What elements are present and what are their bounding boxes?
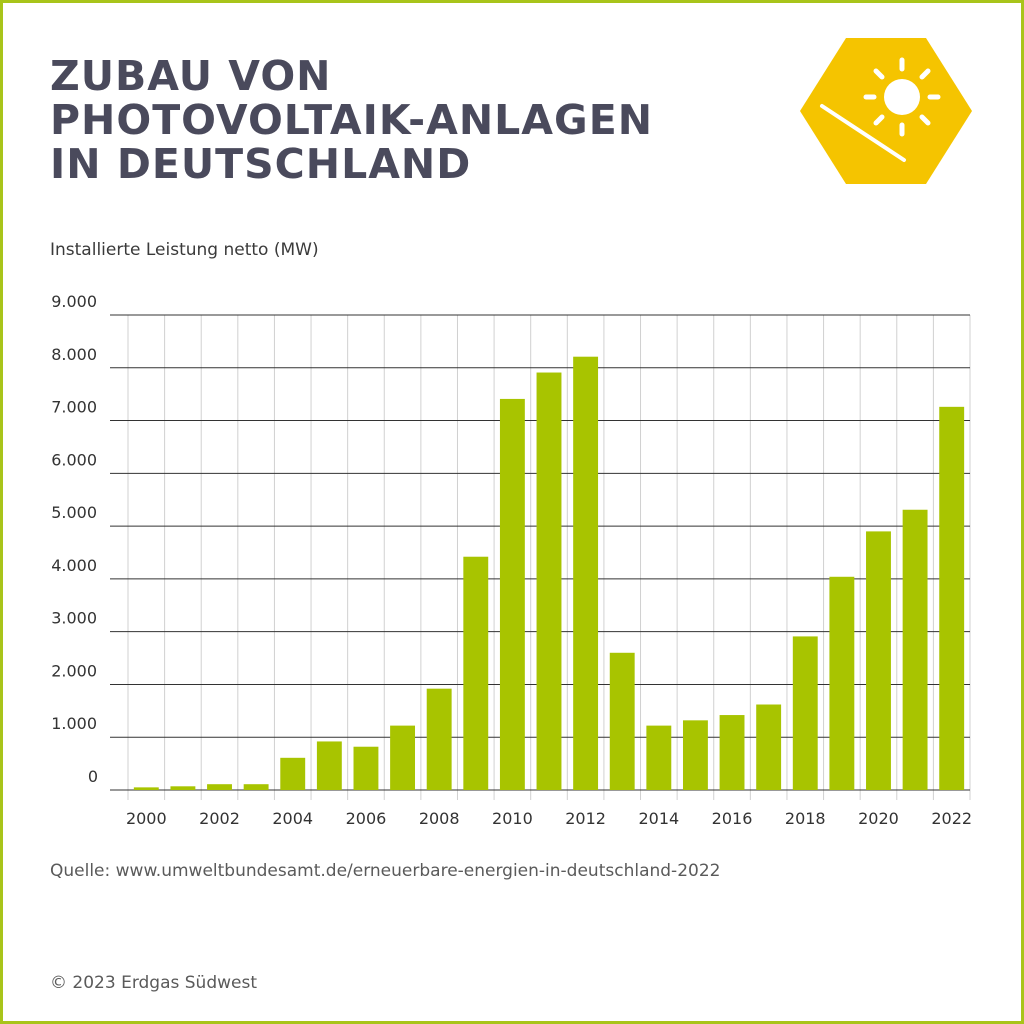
- bar: [609, 652, 635, 790]
- y-tick-label: 8.000: [51, 345, 97, 364]
- title-line-1: ZUBAU VON: [50, 52, 332, 100]
- x-tick-label: 2006: [346, 809, 387, 828]
- bar: [243, 784, 269, 790]
- y-tick-label: 1.000: [51, 714, 97, 733]
- y-tick-label: 6.000: [51, 450, 97, 469]
- bar: [280, 757, 306, 790]
- bar: [573, 356, 599, 790]
- y-tick-label: 9.000: [51, 292, 97, 311]
- y-tick-label: 2.000: [51, 661, 97, 680]
- bar: [536, 372, 562, 790]
- bar: [463, 556, 489, 790]
- bar: [426, 688, 452, 790]
- x-tick-label: 2002: [199, 809, 240, 828]
- bar: [719, 715, 745, 790]
- x-tick-label: 2008: [419, 809, 460, 828]
- bar: [170, 786, 196, 790]
- source-note: Quelle: www.umweltbundesamt.de/erneuerba…: [50, 861, 721, 881]
- title-line-3: IN DEUTSCHLAND: [50, 140, 472, 188]
- bar: [829, 576, 855, 790]
- bar: [902, 509, 928, 790]
- bar: [499, 398, 525, 790]
- bar: [390, 725, 416, 790]
- bar: [646, 725, 672, 790]
- bar: [866, 531, 891, 790]
- bar: [133, 787, 159, 790]
- y-tick-label: 3.000: [51, 609, 97, 628]
- x-tick-label: 2020: [858, 809, 899, 828]
- x-tick-label: 2022: [931, 809, 972, 828]
- bar: [682, 720, 708, 790]
- bar: [207, 784, 232, 790]
- page-title: ZUBAU VON PHOTOVOLTAIK-ANLAGEN IN DEUTSC…: [50, 54, 653, 186]
- bar: [756, 704, 782, 790]
- bar: [316, 741, 342, 790]
- bar: [792, 636, 818, 790]
- x-tick-label: 2018: [785, 809, 826, 828]
- x-tick-label: 2004: [272, 809, 313, 828]
- x-tick-label: 2010: [492, 809, 533, 828]
- sun-solar-panel-icon: [800, 38, 972, 184]
- y-tick-label: 0: [88, 767, 98, 786]
- bar: [939, 406, 965, 790]
- x-tick-label: 2000: [126, 809, 167, 828]
- x-tick-label: 2016: [712, 809, 753, 828]
- copyright-note: © 2023 Erdgas Südwest: [50, 973, 258, 993]
- y-axis-label: Installierte Leistung netto (MW): [50, 240, 319, 260]
- y-tick-label: 5.000: [51, 503, 97, 522]
- title-line-2: PHOTOVOLTAIK-ANLAGEN: [50, 96, 654, 144]
- y-tick-label: 4.000: [51, 556, 97, 575]
- y-tick-label: 7.000: [51, 398, 97, 417]
- bar: [353, 746, 379, 790]
- x-tick-label: 2014: [638, 809, 679, 828]
- x-tick-label: 2012: [565, 809, 606, 828]
